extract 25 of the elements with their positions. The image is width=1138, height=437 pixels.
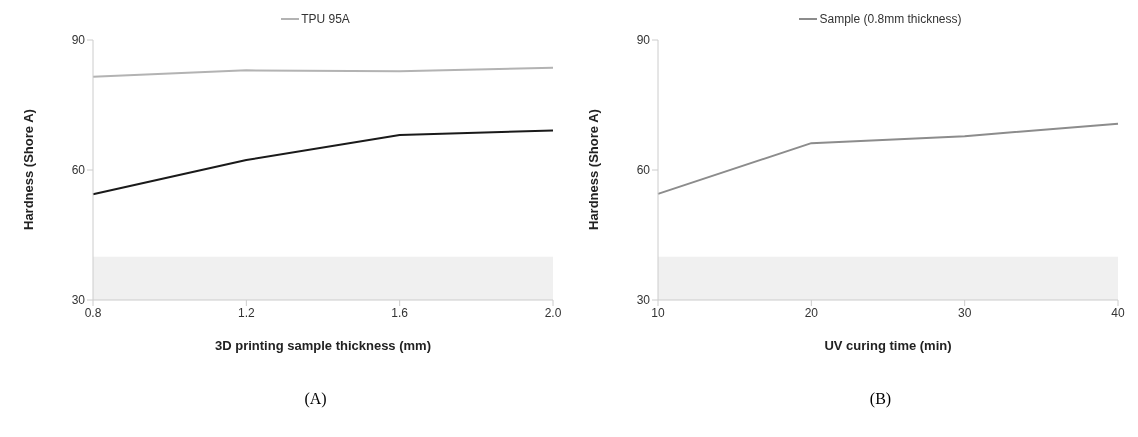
legend-label: Sample (0.8mm thickness): [818, 12, 962, 26]
y-axis-title: Hardness (Shore A): [585, 109, 601, 230]
x-axis-title: 3D printing sample thickness (mm): [215, 338, 431, 353]
x-axis-title: UV curing time (min): [824, 338, 952, 353]
text: (A): [304, 390, 327, 408]
x-tick-label: 20: [804, 305, 819, 320]
legend-label: TPU 95A: [300, 12, 350, 26]
x-tick-label: 2.0: [544, 305, 562, 320]
x-tick-label: 1.2: [237, 305, 255, 320]
line-series: [92, 129, 554, 196]
line-series: [657, 122, 1119, 195]
x-tick-label: 1.6: [391, 305, 409, 320]
y-tick-label: 60: [636, 163, 651, 178]
y-tick-label: 30: [636, 293, 651, 308]
text: (B): [869, 390, 892, 408]
line-series: [92, 66, 554, 78]
x-tick-label: 0.8: [84, 305, 102, 320]
x-tick-label: 30: [957, 305, 972, 320]
y-tick-label: 90: [71, 33, 86, 48]
x-tick-label: 40: [1111, 305, 1125, 320]
y-tick-label: 60: [71, 163, 86, 178]
x-tick-label: 10: [651, 305, 665, 320]
y-axis-title: Hardness (Shore A): [20, 109, 36, 230]
y-tick-label: 90: [636, 33, 651, 48]
y-tick-label: 30: [71, 293, 86, 308]
